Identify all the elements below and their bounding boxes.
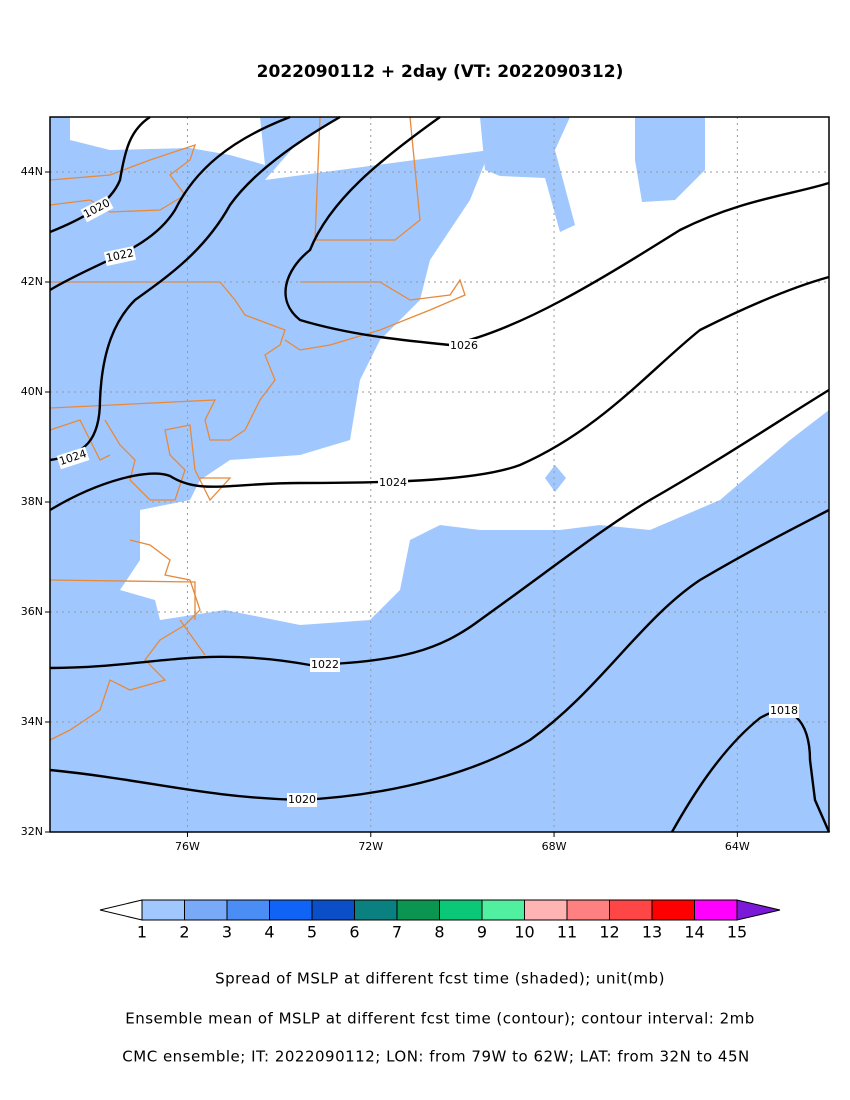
contour (49, 275, 830, 512)
contour (284, 116, 830, 347)
y-tick-label: 36N (21, 605, 43, 618)
contour-label: 1022 (311, 658, 339, 671)
colorbar-box (184, 899, 228, 921)
y-tick-label: 34N (21, 715, 43, 728)
colorbar-box (694, 899, 738, 921)
axis-ticks: 76W 72W 68W 64W 32N 34N 36N 38N 40N 42N 44N (21, 165, 750, 853)
colorbar-label: 11 (557, 923, 577, 942)
contour (670, 710, 831, 833)
colorbar-box (226, 899, 270, 921)
colorbar-label: 4 (264, 923, 274, 942)
colorbar-label: 12 (599, 923, 619, 942)
colorbar-label: 5 (307, 923, 317, 942)
contours (49, 115, 831, 833)
colorbar-label: 3 (222, 923, 232, 942)
x-tick-label: 68W (542, 840, 567, 853)
x-tick-label: 76W (175, 840, 200, 853)
colorbar-label: 8 (434, 923, 444, 942)
colorbar-label: 1 (137, 923, 147, 942)
colorbar-box (141, 899, 185, 921)
colorbar-arrow (736, 899, 781, 921)
colorbar-box (439, 899, 483, 921)
colorbar-box (566, 899, 610, 921)
contour-label: 1026 (450, 339, 478, 352)
y-tick-label: 38N (21, 495, 43, 508)
colorbar-box (396, 899, 440, 921)
colorbar: 1 2 3 4 5 6 7 8 9 10 11 12 13 14 15 (99, 899, 781, 942)
x-tick-label: 64W (725, 840, 750, 853)
colorbar-box (651, 899, 695, 921)
title: 2022090112 + 2day (VT: 2022090312) (257, 62, 624, 82)
contour (49, 388, 830, 670)
caption: CMC ensemble; IT: 2022090112; LON: from … (122, 1048, 749, 1066)
colorbar-label: 9 (477, 923, 487, 942)
contour (49, 115, 151, 234)
colorbar-box (609, 899, 653, 921)
contour (49, 508, 830, 802)
caption: Spread of MSLP at different fcst time (s… (215, 970, 665, 988)
contour (49, 115, 341, 462)
colorbar-label: 13 (642, 923, 662, 942)
map-frame (49, 116, 830, 833)
colorbar-label: 7 (392, 923, 402, 942)
colorbar-label: 15 (727, 923, 747, 942)
contour (49, 115, 291, 292)
contour-label: 1018 (770, 704, 798, 717)
contour-label: 1024 (379, 476, 407, 489)
contour-labels: 1020 1022 1024 1026 1024 1022 1020 1018 (56, 195, 799, 807)
contour-label: 1020 (288, 793, 316, 806)
colorbar-box (524, 899, 568, 921)
colorbar-arrow (99, 899, 143, 921)
colorbar-box (269, 899, 313, 921)
colorbar-label: 10 (514, 923, 534, 942)
y-tick-label: 42N (21, 275, 43, 288)
colorbar-box (481, 899, 525, 921)
colorbar-box (354, 899, 398, 921)
colorbar-label: 14 (684, 923, 704, 942)
contour-label: 1022 (105, 246, 135, 265)
x-tick-label: 72W (358, 840, 383, 853)
colorbar-box (311, 899, 355, 921)
colorbar-label: 6 (349, 923, 359, 942)
colorbar-label: 2 (179, 923, 189, 942)
y-tick-label: 44N (21, 165, 43, 178)
y-tick-label: 32N (21, 825, 43, 838)
caption: Ensemble mean of MSLP at different fcst … (125, 1010, 755, 1028)
spread-patches (480, 117, 705, 492)
y-tick-label: 40N (21, 385, 43, 398)
